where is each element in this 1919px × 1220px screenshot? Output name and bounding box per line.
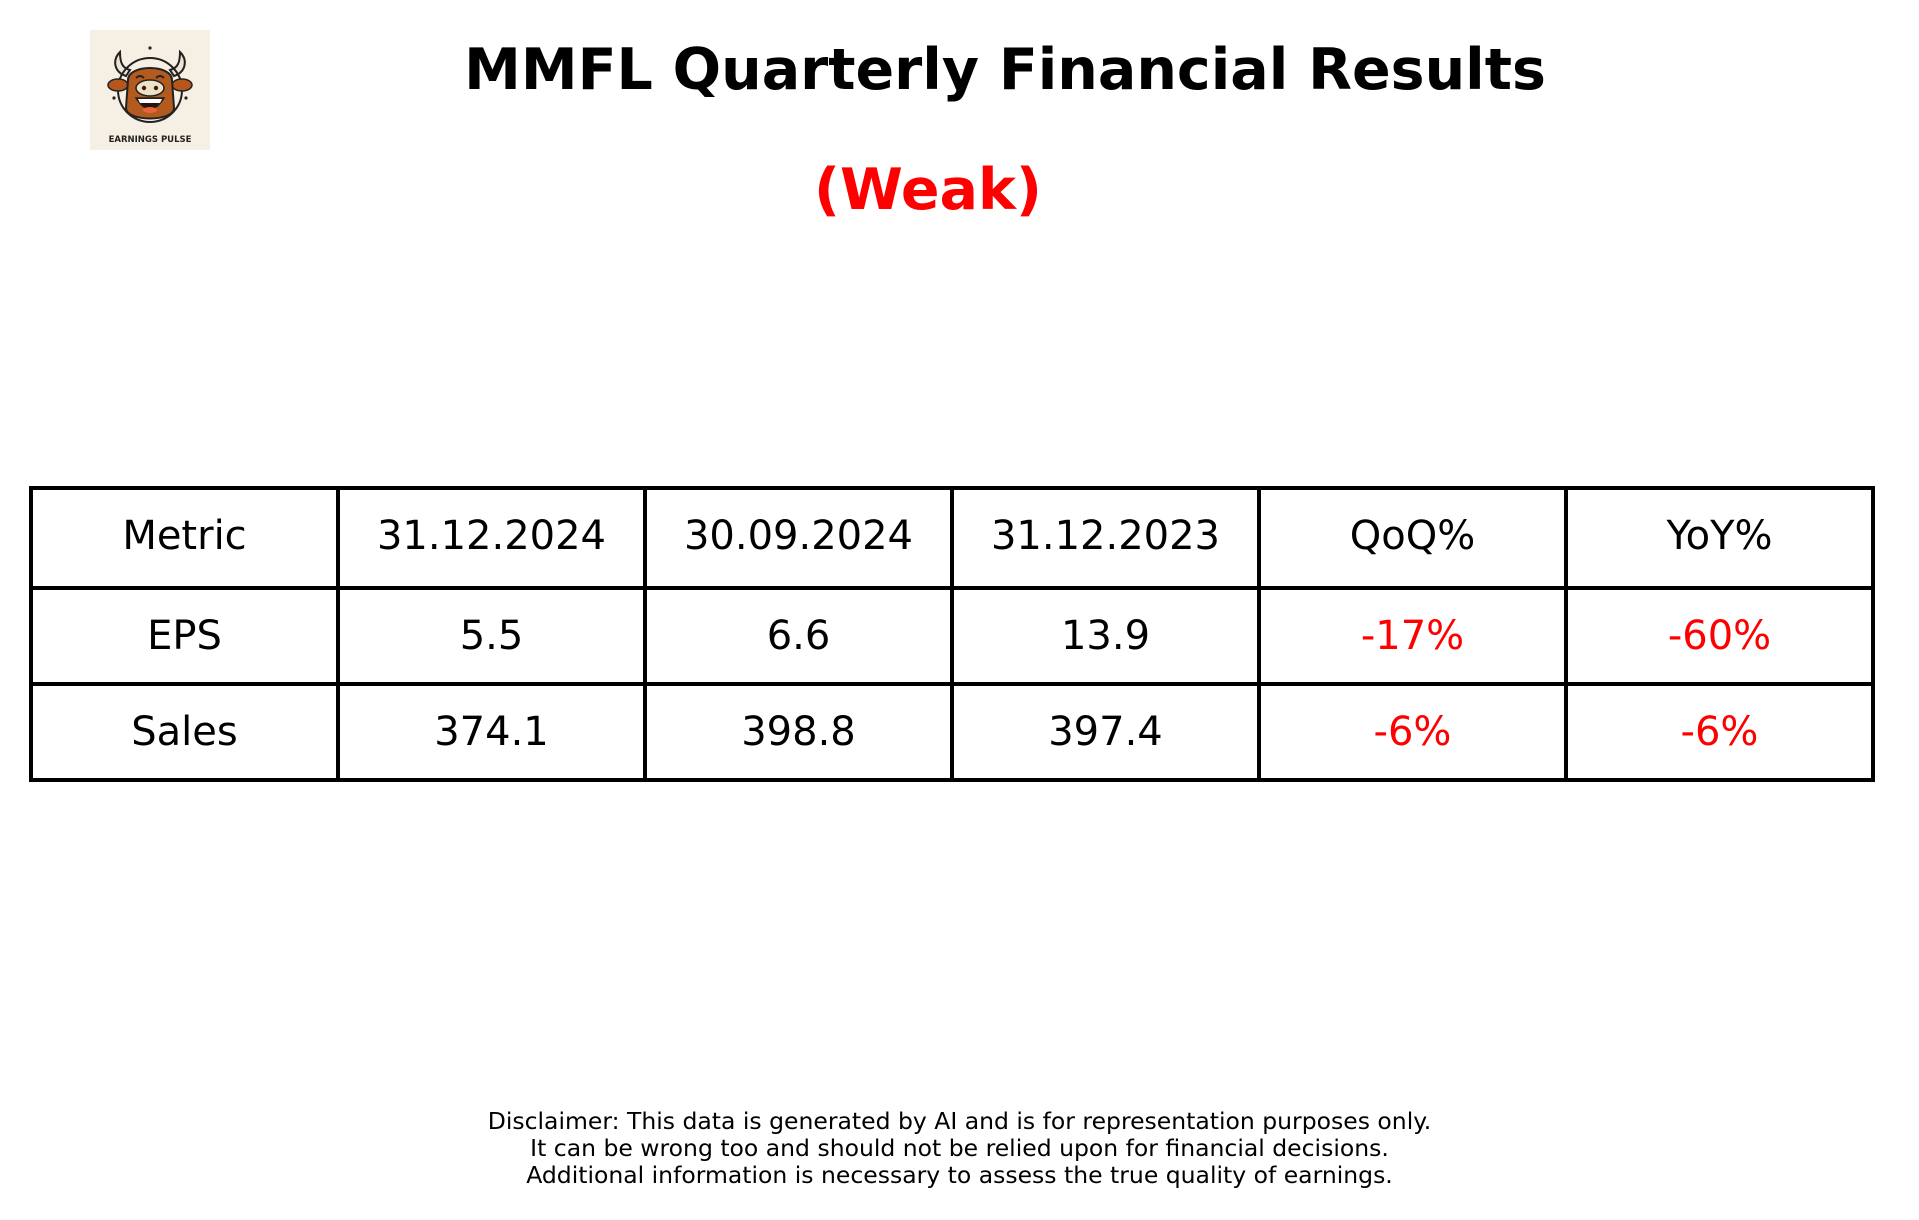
column-header-qoq: QoQ% [1257, 486, 1568, 590]
disclaimer-line: Disclaimer: This data is generated by AI… [487, 1107, 1432, 1135]
value-cell: 397.4 [950, 682, 1261, 782]
value-cell: 374.1 [336, 682, 647, 782]
table-row: Sales 374.1 398.8 397.4 -6% -6% [29, 682, 1875, 782]
yoy-change-cell: -6% [1564, 682, 1875, 782]
column-header-yoy: YoY% [1564, 486, 1875, 590]
value-cell: 5.5 [336, 586, 647, 686]
earnings-pulse-logo: EARNINGS PULSE [90, 30, 210, 150]
yoy-change-cell: -60% [1564, 586, 1875, 686]
metric-name-cell: Sales [29, 682, 340, 782]
page-title: MMFL Quarterly Financial Results [464, 37, 1546, 103]
column-header-metric: Metric [29, 486, 340, 590]
disclaimer: Disclaimer: This data is generated by AI… [0, 1108, 1919, 1189]
table-header-row: Metric 31.12.2024 30.09.2024 31.12.2023 … [29, 486, 1875, 590]
column-header-year-ago-quarter: 31.12.2023 [950, 486, 1261, 590]
verdict-label: (Weak) [814, 157, 1042, 223]
table-row: EPS 5.5 6.6 13.9 -17% -60% [29, 586, 1875, 686]
bull-mascot-icon: EARNINGS PULSE [107, 46, 193, 145]
value-cell: 398.8 [643, 682, 954, 782]
value-cell: 6.6 [643, 586, 954, 686]
column-header-previous-quarter: 30.09.2024 [643, 486, 954, 590]
disclaimer-line: It can be wrong too and should not be re… [530, 1134, 1389, 1162]
column-header-current-quarter: 31.12.2024 [336, 486, 647, 590]
qoq-change-cell: -6% [1257, 682, 1568, 782]
value-cell: 13.9 [950, 586, 1261, 686]
disclaimer-line: Additional information is necessary to a… [526, 1161, 1393, 1189]
financial-results-table: Metric 31.12.2024 30.09.2024 31.12.2023 … [29, 486, 1875, 782]
svg-text:EARNINGS PULSE: EARNINGS PULSE [109, 135, 192, 145]
qoq-change-cell: -17% [1257, 586, 1568, 686]
metric-name-cell: EPS [29, 586, 340, 686]
